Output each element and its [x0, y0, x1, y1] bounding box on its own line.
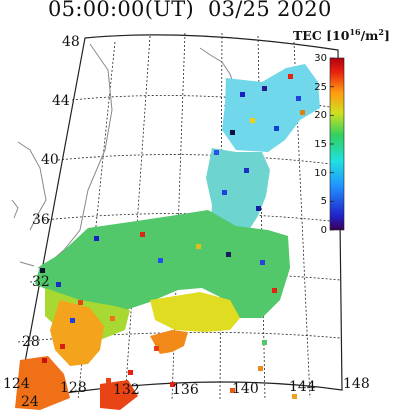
colorbar-ticks — [330, 57, 334, 231]
tec-region-south-coast — [150, 330, 188, 354]
title-time: 05:00:00(UT) — [48, 0, 195, 21]
colorbar-label-main: TEC [10 — [293, 28, 350, 44]
map-title: 05:00:00(UT) 03/25 2020 — [48, 0, 332, 21]
longitude-label-124: 124 — [3, 376, 30, 392]
latitude-label-48: 48 — [62, 34, 80, 50]
colorbar-tick-label: 20 — [314, 110, 327, 121]
longitude-label-144: 144 — [289, 379, 316, 395]
longitude-label-128: 128 — [60, 380, 87, 396]
longitude-label-132: 132 — [113, 382, 140, 398]
colorbar-tick-label: 0 — [321, 225, 327, 236]
colorbar-label-close: ] — [383, 28, 390, 44]
colorbar-label-exponent: 16 — [349, 27, 361, 37]
colorbar-tick-label: 5 — [321, 196, 327, 207]
latitude-label-44: 44 — [52, 93, 70, 109]
tec-region-ryukyu-north — [15, 356, 70, 410]
colorbar-tick-label: 10 — [314, 168, 327, 179]
colorbar-tick-labels: 30 25 20 15 10 5 0 — [314, 53, 327, 236]
latitude-label-40: 40 — [41, 152, 59, 168]
latitude-label-36: 36 — [32, 212, 50, 228]
longitude-label-136: 136 — [172, 382, 199, 398]
colorbar-label-unit-exponent: 2 — [378, 27, 384, 37]
tec-region-shikoku — [150, 292, 240, 332]
tec-regions — [15, 64, 320, 410]
tec-region-south — [100, 380, 138, 410]
receiver-dots — [40, 74, 305, 399]
latitude-label-28: 28 — [22, 334, 40, 350]
tec-region-kyushu — [50, 300, 104, 366]
longitude-label-148: 148 — [343, 376, 370, 392]
latitude-label-24: 24 — [21, 394, 39, 410]
colorbar-label: TEC [1016/m2] — [293, 27, 390, 43]
colorbar-label-unit: /m — [360, 28, 379, 44]
longitude-label-140: 140 — [232, 381, 259, 397]
tec-region-hokkaido — [222, 64, 320, 152]
colorbar-tick-label: 30 — [314, 53, 327, 64]
colorbar-tick-label: 25 — [314, 82, 327, 93]
latitude-label-32: 32 — [32, 274, 50, 290]
colorbar-tick-label: 15 — [314, 139, 327, 150]
title-date: 03/25 2020 — [207, 0, 332, 21]
